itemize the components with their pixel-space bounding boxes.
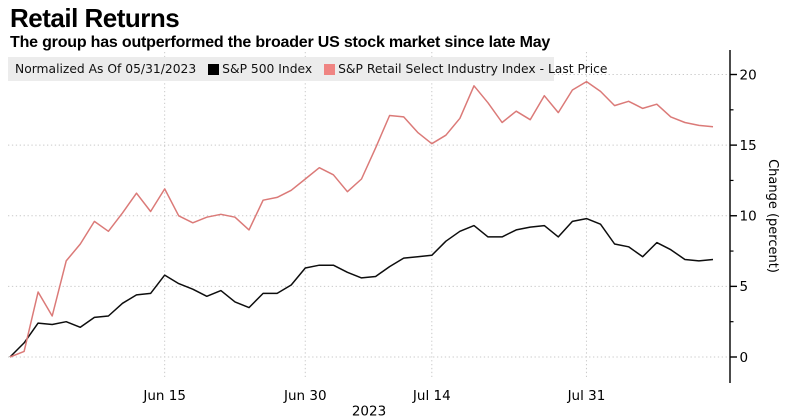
y-tick-label: 15 bbox=[740, 138, 757, 154]
y-axis-title: Change (percent) bbox=[765, 159, 780, 273]
legend-item-label: S&P Retail Select Industry Index - Last … bbox=[338, 62, 608, 76]
sp500-swatch-icon bbox=[208, 63, 220, 75]
y-tick-label: 5 bbox=[740, 279, 749, 295]
page-title: Retail Returns bbox=[10, 3, 180, 33]
y-tick-label: 10 bbox=[740, 209, 757, 225]
page-subtitle: The group has outperformed the broader U… bbox=[10, 34, 551, 51]
y-tick-label: 20 bbox=[740, 67, 757, 83]
legend-item-sp500[interactable]: S&P 500 Index bbox=[208, 62, 312, 76]
x-tick-label: Jul 14 bbox=[412, 388, 451, 404]
x-axis-year-label: 2023 bbox=[352, 404, 386, 420]
legend-item-retail[interactable]: S&P Retail Select Industry Index - Last … bbox=[324, 62, 607, 76]
legend-item-label: S&P 500 Index bbox=[222, 62, 313, 76]
series-line-retail bbox=[9, 80, 714, 358]
retail-swatch-icon bbox=[324, 63, 336, 75]
legend-note: Normalized As Of 05/31/2023 bbox=[15, 62, 197, 76]
y-tick-label: 0 bbox=[740, 350, 749, 366]
series-line-sp500 bbox=[9, 217, 714, 358]
x-tick-label: Jul 31 bbox=[567, 388, 606, 404]
x-tick-label: Jun 30 bbox=[283, 388, 327, 404]
chart-legend: Normalized As Of 05/31/2023 S&P 500 Inde… bbox=[8, 57, 607, 81]
x-tick-label: Jun 15 bbox=[142, 388, 186, 404]
